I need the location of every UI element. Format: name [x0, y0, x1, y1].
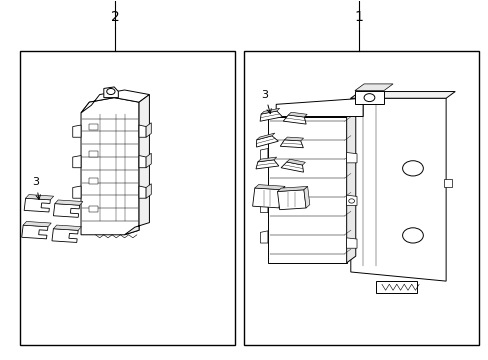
- Text: 3: 3: [261, 90, 271, 113]
- Polygon shape: [73, 156, 81, 168]
- Polygon shape: [23, 221, 51, 227]
- Polygon shape: [73, 125, 81, 137]
- Polygon shape: [260, 231, 267, 243]
- Polygon shape: [346, 153, 356, 163]
- Polygon shape: [257, 157, 276, 162]
- Polygon shape: [256, 136, 278, 147]
- Text: 1: 1: [354, 10, 363, 24]
- Polygon shape: [139, 156, 146, 168]
- Bar: [244, 51, 478, 345]
- Polygon shape: [277, 190, 305, 210]
- Polygon shape: [267, 110, 355, 117]
- Polygon shape: [89, 123, 98, 130]
- Polygon shape: [284, 137, 303, 141]
- Polygon shape: [260, 149, 267, 161]
- Polygon shape: [276, 98, 363, 117]
- Polygon shape: [52, 229, 78, 242]
- Polygon shape: [280, 140, 303, 148]
- Polygon shape: [103, 87, 118, 98]
- Polygon shape: [89, 179, 98, 184]
- Polygon shape: [277, 186, 307, 192]
- Polygon shape: [375, 281, 416, 293]
- Polygon shape: [81, 90, 149, 113]
- Polygon shape: [283, 115, 305, 124]
- Polygon shape: [53, 204, 80, 217]
- Polygon shape: [350, 91, 454, 98]
- Bar: [443, 179, 450, 186]
- Polygon shape: [25, 194, 54, 200]
- Polygon shape: [260, 201, 267, 212]
- Polygon shape: [288, 112, 306, 117]
- Polygon shape: [89, 206, 98, 212]
- Polygon shape: [346, 238, 356, 248]
- Polygon shape: [81, 98, 139, 235]
- Polygon shape: [286, 159, 305, 165]
- Polygon shape: [350, 98, 445, 281]
- Polygon shape: [304, 186, 309, 208]
- Polygon shape: [256, 133, 274, 140]
- Polygon shape: [279, 186, 285, 208]
- Polygon shape: [73, 186, 81, 198]
- Polygon shape: [55, 200, 83, 205]
- Polygon shape: [146, 184, 151, 198]
- Polygon shape: [146, 123, 151, 137]
- Polygon shape: [346, 195, 356, 206]
- Text: 3: 3: [32, 177, 41, 199]
- Bar: [20, 51, 234, 345]
- Polygon shape: [255, 160, 278, 169]
- Polygon shape: [260, 111, 282, 121]
- Polygon shape: [267, 117, 346, 263]
- Polygon shape: [261, 108, 279, 114]
- Text: 2: 2: [111, 10, 120, 24]
- Polygon shape: [254, 185, 285, 190]
- Polygon shape: [252, 188, 281, 208]
- Polygon shape: [53, 225, 81, 230]
- Polygon shape: [89, 151, 98, 157]
- Polygon shape: [346, 110, 355, 263]
- Polygon shape: [124, 95, 149, 235]
- Polygon shape: [139, 186, 146, 198]
- Polygon shape: [24, 198, 50, 212]
- Polygon shape: [146, 153, 151, 168]
- Polygon shape: [139, 125, 146, 137]
- Polygon shape: [281, 162, 303, 172]
- Polygon shape: [354, 84, 392, 91]
- Polygon shape: [354, 91, 383, 104]
- Polygon shape: [21, 225, 48, 239]
